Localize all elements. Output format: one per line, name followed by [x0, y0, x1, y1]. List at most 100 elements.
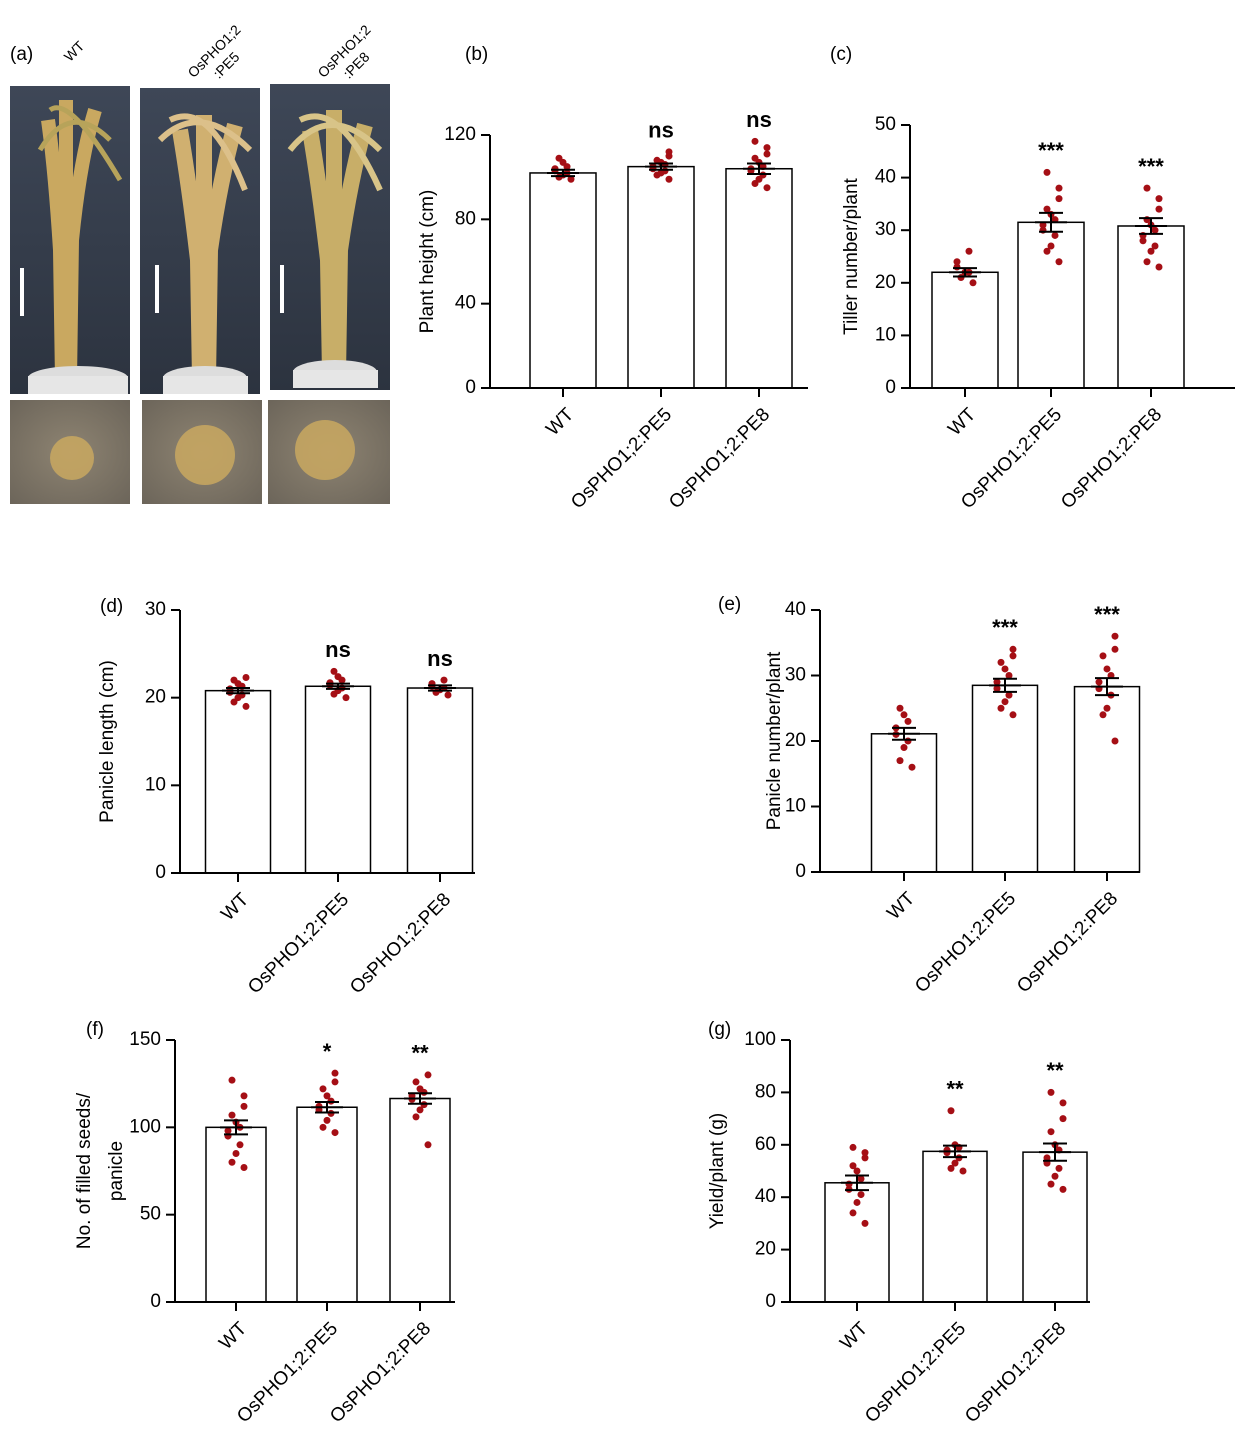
- significance: **: [411, 1041, 429, 1066]
- bar: [306, 686, 371, 873]
- data-point: [225, 1127, 232, 1134]
- data-point: [241, 1103, 248, 1110]
- y-axis-label: Panicle length (cm): [97, 660, 118, 823]
- data-point: [1010, 652, 1017, 659]
- data-point: [662, 167, 669, 174]
- data-point: [1096, 679, 1103, 686]
- bar: [206, 691, 271, 873]
- bar: [923, 1151, 987, 1302]
- figure: (a) WTOsPHO1;2:PE5OsPHO1;2:PE8(b)Plant h…: [0, 0, 1256, 1436]
- x-tick-label: WT: [542, 404, 578, 440]
- data-point: [1060, 1099, 1067, 1106]
- data-point: [901, 744, 908, 751]
- data-point: [850, 1209, 857, 1216]
- data-point: [905, 738, 912, 745]
- significance: ns: [325, 637, 351, 662]
- data-point: [237, 1141, 244, 1148]
- panel-label: (c): [830, 44, 852, 65]
- data-point: [413, 1078, 420, 1085]
- photo-wt: [10, 86, 130, 394]
- data-point: [324, 1117, 331, 1124]
- data-point: [1100, 652, 1107, 659]
- data-point: [1100, 711, 1107, 718]
- data-point: [1002, 665, 1009, 672]
- data-point: [1048, 1181, 1055, 1188]
- panel-label: (d): [100, 596, 123, 617]
- data-point: [752, 155, 759, 162]
- data-point: [1056, 195, 1063, 202]
- y-tick-label: 80: [455, 208, 476, 229]
- data-point: [229, 1112, 236, 1119]
- data-point: [1044, 206, 1051, 213]
- data-point: [998, 705, 1005, 712]
- y-tick-label: 0: [885, 377, 896, 398]
- data-point: [909, 764, 916, 771]
- photo-pe5: [140, 88, 260, 394]
- y-tick-label: 20: [875, 272, 896, 293]
- data-point: [854, 1199, 861, 1206]
- x-tick-label: WT: [944, 404, 980, 440]
- data-point: [1056, 1165, 1063, 1172]
- y-tick-label: 0: [795, 861, 806, 882]
- data-point: [1010, 711, 1017, 718]
- y-tick-label: 40: [455, 293, 476, 314]
- data-point: [320, 1085, 327, 1092]
- x-tick-label: OsPHO1;2:PE8: [961, 1318, 1070, 1427]
- bar: [530, 173, 596, 388]
- data-point: [552, 165, 559, 172]
- data-point: [332, 1070, 339, 1077]
- data-point: [332, 1129, 339, 1136]
- data-point: [998, 659, 1005, 666]
- panel-label: (f): [86, 1019, 104, 1040]
- significance: ***: [1094, 602, 1120, 627]
- photo-pe8: [270, 84, 390, 390]
- data-point: [1156, 206, 1163, 213]
- bar: [932, 272, 998, 388]
- data-point: [1002, 698, 1009, 705]
- data-point: [1152, 242, 1159, 249]
- data-point: [897, 705, 904, 712]
- data-point: [243, 674, 250, 681]
- y-axis-label: Panicle number/plant: [764, 651, 785, 830]
- y-tick-label: 150: [129, 1029, 161, 1050]
- y-axis-label: Tiller number/plant: [841, 177, 862, 334]
- data-point: [1010, 646, 1017, 653]
- y-tick-label: 20: [785, 730, 806, 751]
- panel-label: (e): [718, 594, 741, 615]
- y-tick-label: 10: [785, 796, 806, 817]
- data-point: [764, 144, 771, 151]
- bar: [408, 688, 473, 873]
- data-point: [954, 258, 961, 265]
- data-point: [229, 1159, 236, 1166]
- data-point: [331, 668, 338, 675]
- data-point: [752, 138, 759, 145]
- data-point: [332, 1078, 339, 1085]
- data-point: [970, 279, 977, 286]
- data-point: [1156, 264, 1163, 271]
- data-point: [425, 1071, 432, 1078]
- y-tick-label: 10: [145, 774, 166, 795]
- panel-label: (a): [10, 44, 33, 65]
- y-tick-label: 0: [765, 1291, 776, 1312]
- significance: ns: [648, 118, 674, 143]
- data-point: [905, 718, 912, 725]
- data-point: [1104, 705, 1111, 712]
- data-point: [1056, 185, 1063, 192]
- y-tick-label: 80: [755, 1081, 776, 1102]
- photo-caption: WT: [61, 37, 88, 64]
- data-point: [1112, 738, 1119, 745]
- x-tick-label: OsPHO1;2:PE8: [1013, 888, 1122, 997]
- data-point: [320, 1124, 327, 1131]
- x-tick-label: WT: [217, 889, 253, 925]
- bar: [297, 1107, 357, 1302]
- x-tick-label: OsPHO1;2:PE8: [346, 889, 455, 998]
- y-tick-label: 40: [785, 599, 806, 620]
- data-point: [324, 1092, 331, 1099]
- data-point: [1056, 258, 1063, 265]
- data-point: [966, 248, 973, 255]
- x-tick-label: OsPHO1;2:PE5: [911, 888, 1020, 997]
- data-point: [764, 150, 771, 157]
- data-point: [417, 1085, 424, 1092]
- data-point: [1048, 1089, 1055, 1096]
- y-tick-label: 50: [140, 1204, 161, 1225]
